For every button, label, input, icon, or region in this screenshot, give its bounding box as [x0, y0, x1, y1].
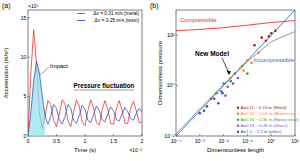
scatter-point	[274, 29, 277, 32]
legend-swatch	[77, 13, 85, 14]
x-tick-label: 1	[84, 138, 87, 144]
scatter-point	[215, 92, 218, 95]
scatter-point	[224, 94, 227, 97]
series-line	[28, 61, 142, 136]
y-tick	[176, 85, 178, 86]
y-axis-label: Acceleration (m/s²)	[3, 48, 9, 98]
scatter-point	[257, 52, 260, 55]
annotation: Pressure fluctuation	[74, 82, 135, 89]
legend-swatch	[77, 20, 85, 21]
scatter-point	[242, 69, 245, 72]
legend-entry: A=0.14 ~ 0.28 m (Glass)	[241, 123, 288, 128]
panel-label: (a)	[2, 2, 11, 10]
line-label: New Model	[195, 50, 229, 57]
scatter-point	[253, 44, 256, 47]
panel-label: (b)	[150, 2, 159, 10]
legend-swatch	[237, 113, 239, 115]
legend-swatch	[237, 131, 239, 133]
scatter-point	[229, 77, 232, 80]
x-tick	[199, 134, 200, 136]
legend-entry: A=1.5 ~ 2.2 m (other)	[241, 129, 282, 134]
annotation: Impact	[50, 63, 68, 69]
y-tick-label: 10²	[167, 32, 175, 38]
scatter-point	[226, 85, 229, 88]
x-tick	[85, 134, 86, 136]
y-tick-label: 0	[24, 133, 27, 139]
x-tick	[271, 134, 272, 136]
x-exponent: ×10⁻³	[129, 147, 142, 153]
x-tick-label: 1.5	[110, 138, 117, 144]
scatter-point	[222, 82, 225, 85]
scatter-point	[210, 97, 213, 100]
plot-data	[28, 30, 142, 136]
x-tick	[223, 134, 224, 136]
line-label: Incompressible	[254, 57, 295, 63]
scatter-point	[241, 65, 244, 68]
legend-entry: A=0.12 ~ 0.14 m (Aluminum)	[241, 111, 296, 116]
x-tick-label: 10¹	[291, 138, 299, 144]
y-tick-label: 10⁰	[167, 82, 175, 88]
scatter-point	[246, 59, 249, 62]
arrow-head	[227, 71, 232, 76]
scatter-point	[270, 32, 273, 35]
scatter-point	[217, 102, 220, 105]
x-tick-label: 0	[27, 138, 30, 144]
x-tick-label: 10⁻¹	[242, 138, 253, 144]
legend-entry: Δv = 0.31 m/s (metal)	[93, 11, 139, 16]
legend-swatch	[237, 125, 239, 127]
y-tick	[28, 57, 30, 58]
annotation-underline	[74, 90, 134, 91]
legend-entry: A=0.16 ~ 0.36 m (Epoxy resin)	[241, 117, 300, 122]
x-axis-label: Dimensionless length	[207, 147, 264, 153]
y-exponent: ×10⁴	[28, 3, 39, 9]
legend-swatch	[237, 119, 239, 121]
scatter-point	[232, 82, 235, 85]
x-tick-label: 2	[141, 138, 144, 144]
scatter-point	[213, 97, 216, 100]
x-tick	[56, 134, 57, 136]
x-tick-label: 10⁰	[267, 138, 275, 144]
scatter-point	[203, 110, 206, 113]
legend-swatch	[237, 107, 239, 109]
scatter-point	[265, 39, 268, 42]
x-tick-label: 10⁻²	[218, 138, 229, 144]
x-tick-label: 10⁻³	[195, 138, 206, 144]
legend-entry: Δv = 0.25 m/s (resin)	[95, 18, 140, 23]
scatter-point	[234, 72, 237, 75]
annotation-leader	[40, 67, 49, 75]
scatter-point	[246, 72, 249, 75]
scatter-point	[239, 67, 242, 70]
x-tick	[247, 134, 248, 136]
line-label: Compressible	[180, 17, 217, 23]
y-tick-label: 10⁻²	[164, 133, 175, 139]
scatter-point	[206, 105, 209, 108]
y-tick	[28, 17, 30, 18]
scatter-point	[237, 77, 240, 80]
y-axis-label: Dimensionless pressure	[157, 40, 163, 105]
scatter-point	[250, 62, 253, 65]
scatter-point	[229, 80, 232, 83]
scatter-point	[199, 112, 202, 115]
series-line	[28, 30, 142, 136]
scatter-point	[268, 35, 271, 38]
scatter-point	[260, 36, 263, 39]
y-tick-label: 5	[24, 93, 27, 99]
annotation-arrow	[222, 58, 229, 73]
plot-frame	[28, 10, 142, 136]
figure: (a) 0 0.5 1 1.5 2 0 5 10 15 Time (s) Acceleration (…	[0, 0, 300, 161]
y-tick	[176, 35, 178, 36]
scatter-point	[221, 92, 224, 95]
legend-entry: A=0.11 ~ 0.13 m (Metal)	[241, 105, 288, 110]
x-tick	[113, 134, 114, 136]
x-tick-label: 0.5	[53, 138, 60, 144]
y-tick-label: 15	[21, 15, 27, 21]
x-axis-label: Time (s)	[74, 147, 96, 153]
y-tick-label: 10	[21, 54, 27, 60]
